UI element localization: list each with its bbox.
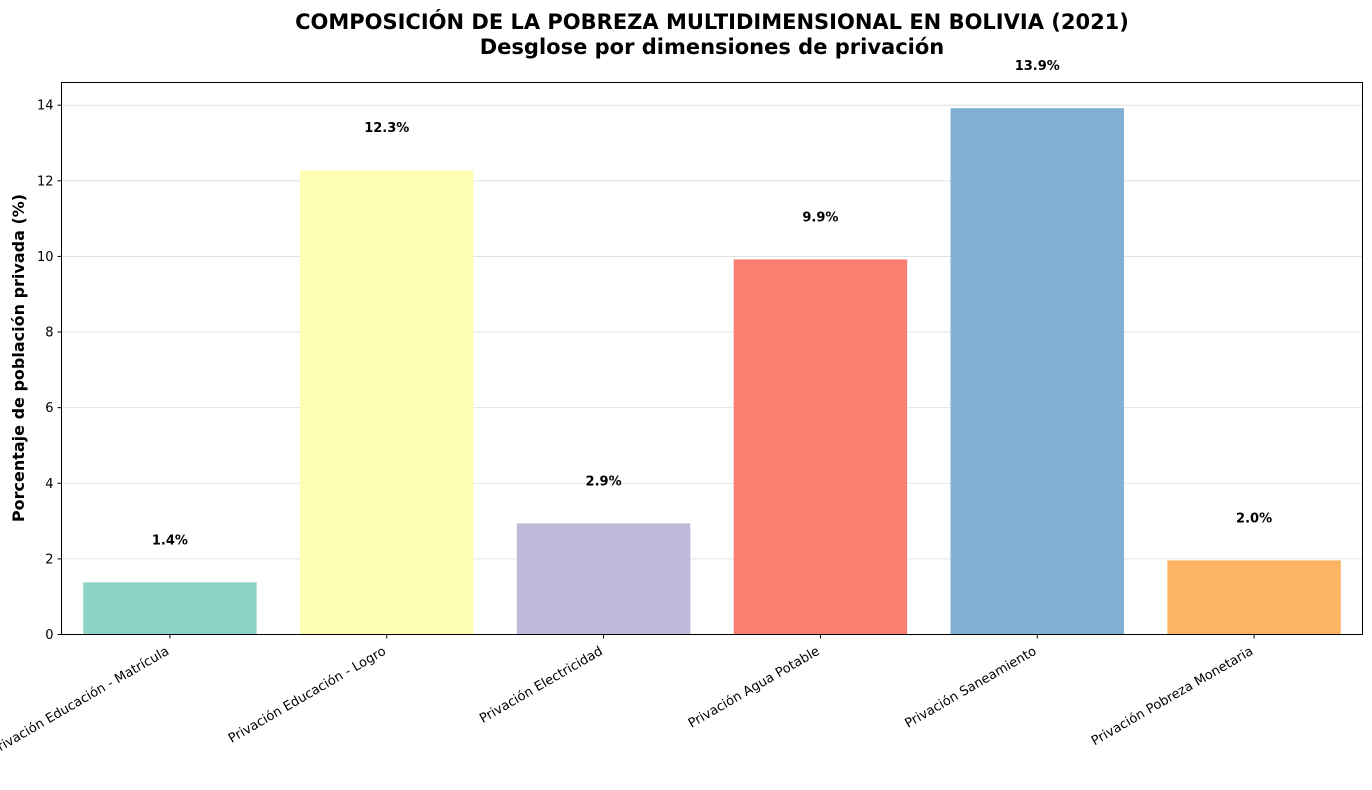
y-tick-label: 6 bbox=[45, 401, 53, 416]
bars bbox=[83, 108, 1341, 635]
x-tick-label: Privación Electricidad bbox=[477, 644, 605, 727]
chart-subtitle: Desglose por dimensiones de privación bbox=[480, 35, 945, 59]
data-label: 13.9% bbox=[1015, 59, 1060, 74]
chart-title: COMPOSICIÓN DE LA POBREZA MULTIDIMENSION… bbox=[295, 9, 1129, 34]
bar bbox=[1167, 560, 1341, 635]
data-label: 2.0% bbox=[1236, 511, 1272, 526]
data-labels: 1.4% 12.3% 2.9% 9.9% 13.9% 2.0% bbox=[152, 59, 1272, 548]
y-tick-label: 10 bbox=[37, 250, 54, 265]
bar bbox=[83, 582, 257, 635]
y-tick-label: 2 bbox=[45, 552, 53, 567]
bar bbox=[950, 108, 1124, 635]
data-label: 1.4% bbox=[152, 533, 188, 548]
y-tick-label: 8 bbox=[45, 326, 53, 341]
x-tick-label: Privación Pobreza Monetaria bbox=[1089, 644, 1256, 749]
y-tick-label: 14 bbox=[37, 99, 54, 114]
x-axis: Privación Educación - Matrícula Privación… bbox=[0, 634, 1256, 759]
x-tick-label: Privación Educación - Logro bbox=[226, 644, 389, 747]
data-label: 12.3% bbox=[364, 121, 409, 136]
bar bbox=[516, 523, 691, 635]
y-tick-label: 4 bbox=[45, 477, 53, 492]
bar bbox=[300, 170, 474, 635]
y-tick-label: 0 bbox=[45, 628, 53, 643]
x-tick-label: Privación Educación - Matrícula bbox=[0, 644, 172, 759]
y-tick-label: 12 bbox=[37, 174, 54, 189]
data-label: 9.9% bbox=[802, 210, 838, 225]
bar bbox=[733, 259, 908, 635]
data-label: 2.9% bbox=[586, 474, 622, 489]
y-axis: 0 2 4 6 8 10 12 14 bbox=[37, 99, 62, 643]
y-axis-label: Porcentaje de población privada (%) bbox=[9, 194, 28, 522]
grid-lines bbox=[61, 104, 1363, 635]
x-tick-label: Privación Saneamiento bbox=[902, 644, 1039, 732]
plot-frame bbox=[61, 82, 1363, 635]
x-tick-label: Privación Agua Potable bbox=[686, 644, 823, 732]
